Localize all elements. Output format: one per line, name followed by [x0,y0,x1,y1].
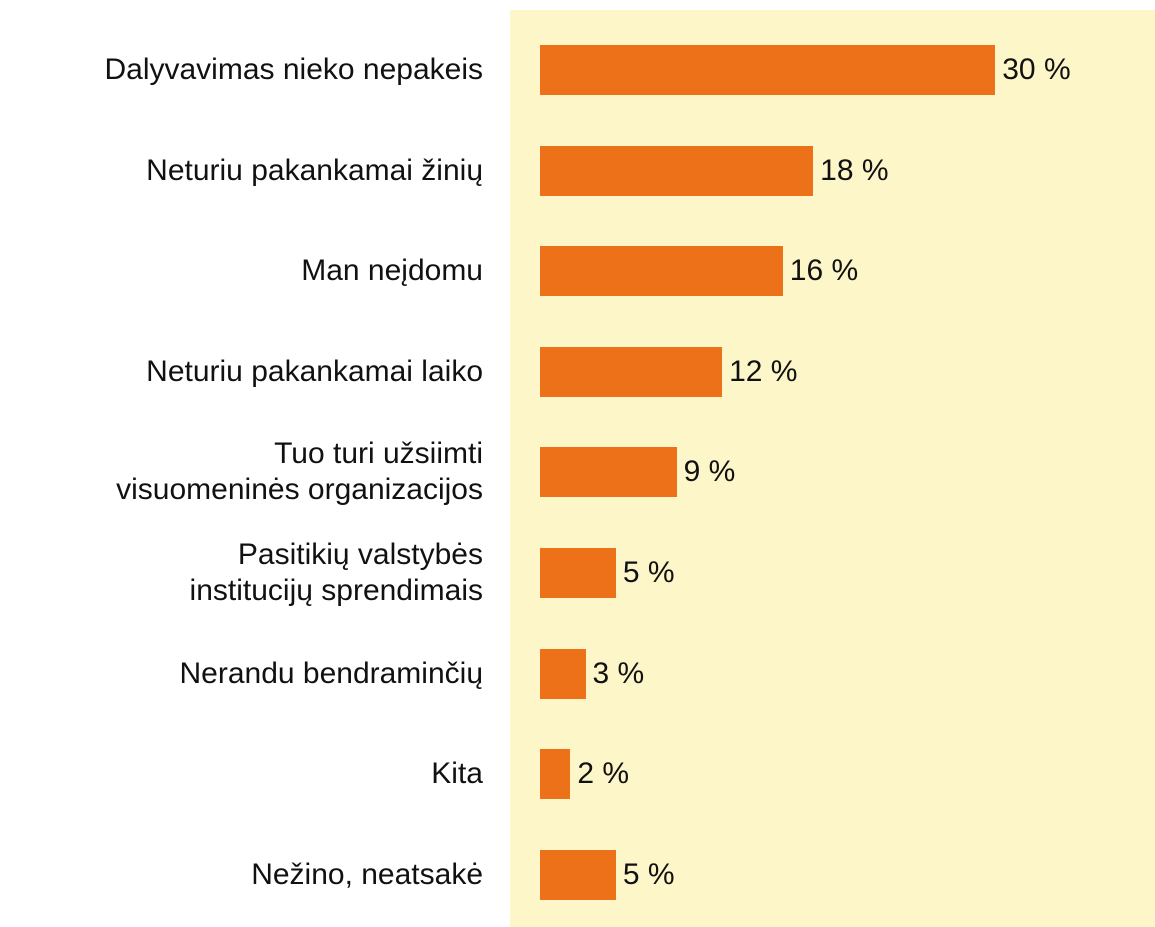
category-label: Dalyvavimas nieko nepakeis [104,53,483,86]
category-label: Kita [431,757,483,791]
value-label: 16 % [789,254,859,288]
bar [540,346,723,397]
bar [540,648,586,699]
category-label: Nerandu bendraminčių [179,656,483,690]
bar [540,548,616,598]
bar [540,246,783,297]
value-label: 3 % [592,656,645,690]
category-label: Nežino, neatsakė [251,857,483,891]
bar [540,849,616,900]
value-label: 9 % [683,455,736,489]
category-label: Tuo turi užsiimti visuomeninės organizac… [116,437,483,507]
value-label: 18 % [820,153,889,187]
value-label: 5 % [622,556,675,589]
value-label: 2 % [577,757,630,791]
value-label: 12 % [729,354,798,388]
category-label: Neturiu pakankamai laiko [146,354,483,388]
category-label: Neturiu pakankamai žinių [146,153,483,187]
value-label: 5 % [622,857,675,891]
category-label: Man neįdomu [301,254,483,288]
bar [540,447,677,498]
category-label: Pasitikių valstybės institucijų sprendim… [189,538,483,607]
bar [540,45,996,95]
bar [540,145,814,196]
bar [540,749,571,800]
value-label: 30 % [1002,53,1071,86]
